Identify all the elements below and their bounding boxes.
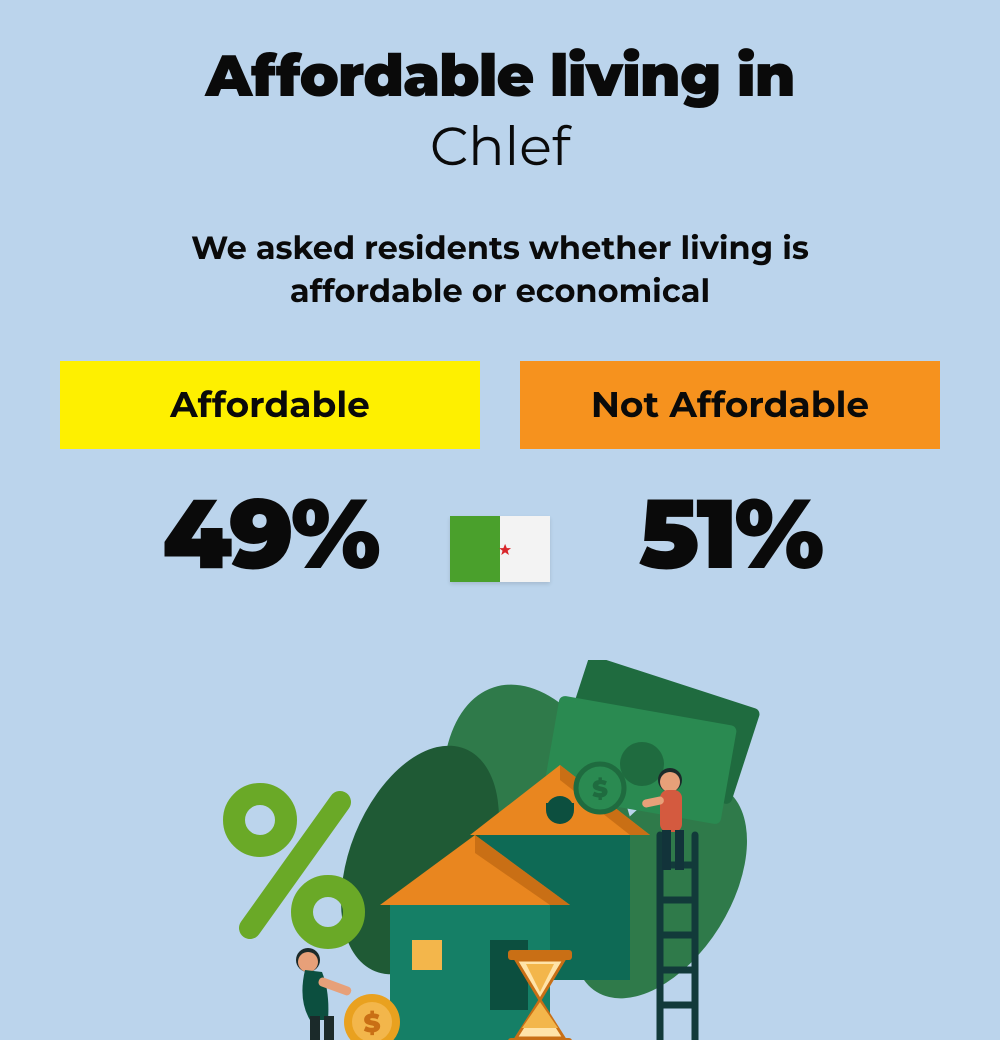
page-title-line2: Chlef — [0, 113, 1000, 179]
algeria-flag-icon — [450, 516, 550, 582]
not-affordable-percent: 51% — [639, 473, 822, 593]
page-title-line1: Affordable living in — [0, 40, 1000, 111]
not-affordable-column: Not Affordable 51% — [520, 361, 940, 593]
subtitle-line1: We asked residents whether living is — [191, 229, 809, 268]
percent-sign-icon — [234, 794, 354, 938]
svg-text:$: $ — [363, 1007, 380, 1039]
affordable-column: Affordable 49% — [60, 361, 480, 593]
person-left-icon — [296, 948, 352, 1040]
results-columns: Affordable 49% Not Affordable 51% — [0, 361, 1000, 593]
coin-slot-icon: $ — [576, 764, 624, 812]
not-affordable-label-pill: Not Affordable — [520, 361, 940, 449]
affordable-label-pill: Affordable — [60, 361, 480, 449]
flag-crescent-star-icon — [483, 532, 517, 566]
page-subtitle: We asked residents whether living is aff… — [0, 227, 1000, 313]
affordable-percent: 49% — [162, 473, 377, 593]
svg-text:$: $ — [592, 775, 608, 804]
affordability-illustration-icon: $ — [190, 660, 810, 1040]
subtitle-line2: affordable or economical — [290, 272, 710, 311]
